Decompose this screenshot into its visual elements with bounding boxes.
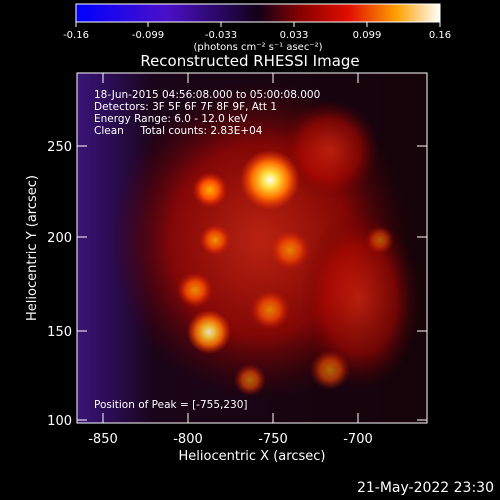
colorbar-tick: -0.16 [63, 30, 89, 41]
info-detectors: Detectors: 3F 5F 6F 7F 8F 9F, Att 1 [94, 101, 277, 113]
y-tick-label: 100 [47, 414, 72, 429]
image-title: Reconstructed RHESSI Image [140, 52, 360, 70]
y-tick-label: 200 [47, 231, 72, 246]
info-time-range: 18-Jun-2015 04:56:08.000 to 05:00:08.000 [94, 89, 320, 101]
y-axis-label: Heliocentric Y (arcsec) [25, 175, 40, 321]
x-axis-label: Heliocentric X (arcsec) [179, 449, 326, 464]
plot-frame [76, 72, 428, 424]
timestamp: 21-May-2022 23:30 [356, 480, 494, 496]
rhessi-image [77, 73, 427, 423]
colorbar-tick: -0.033 [205, 30, 237, 41]
info-energy-range: Energy Range: 6.0 - 12.0 keV [94, 113, 248, 125]
x-tick-label: -700 [343, 432, 373, 447]
x-tick-label: -850 [88, 432, 118, 447]
colorbar-unit-label: (photons cm⁻² s⁻¹ asec⁻²) [193, 42, 322, 53]
x-tick-label: -800 [173, 432, 203, 447]
colorbar: -0.16 -0.099 -0.033 0.033 0.099 0.16 (ph… [63, 3, 451, 53]
info-clean-counts: Clean Total counts: 2.83E+04 [94, 125, 263, 137]
y-tick-label: 150 [47, 325, 72, 340]
colorbar-tick: -0.099 [132, 30, 164, 41]
colorbar-tick: 0.033 [280, 30, 309, 41]
x-tick-label: -750 [258, 432, 288, 447]
colorbar-tick: 0.099 [353, 30, 382, 41]
colorbar-gradient [75, 3, 441, 23]
colorbar-tick: 0.16 [429, 30, 451, 41]
y-tick-label: 250 [47, 140, 72, 155]
peak-position: Position of Peak = [-755,230] [94, 399, 248, 411]
